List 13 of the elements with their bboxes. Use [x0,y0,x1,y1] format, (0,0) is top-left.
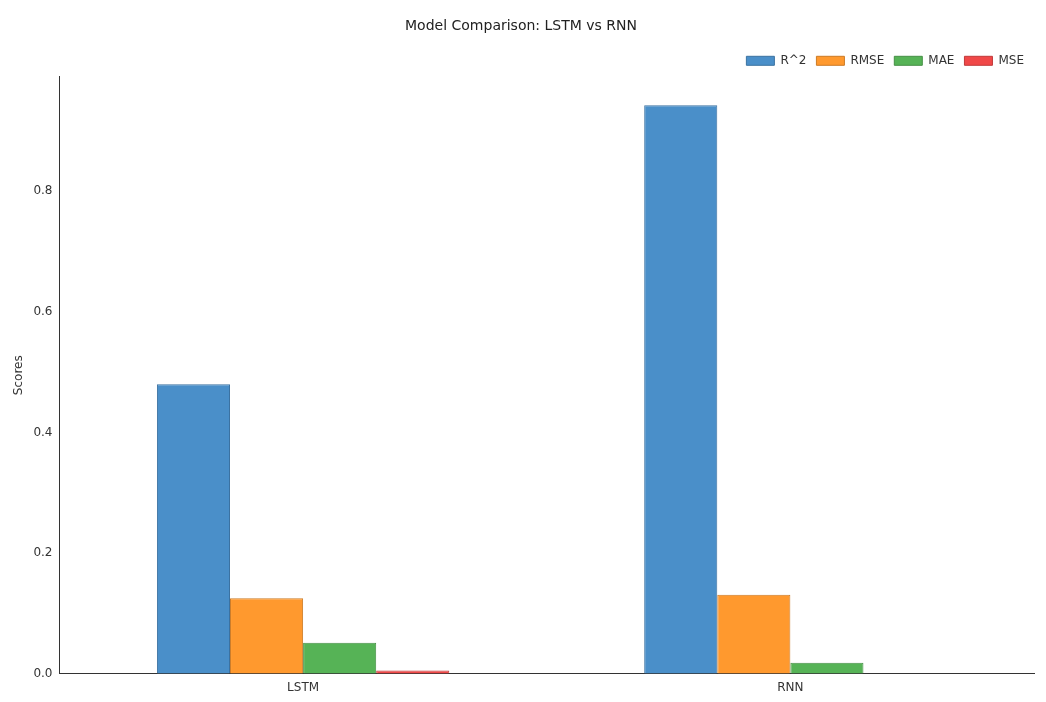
x-tick-label: LSTM [287,679,320,694]
legend-label: RMSE [850,52,885,67]
x-tick-label: RNN [777,679,804,694]
y-axis-title: Scores [11,355,26,396]
y-tick-label: 0.4 [33,424,53,439]
y-tick-label: 0.8 [33,183,53,198]
legend-label: MAE [928,52,955,67]
y-tick-label: 0.6 [33,304,53,319]
chart-title: Model Comparison: LSTM vs RNN [405,17,637,34]
legend-label: R^2 [780,52,807,67]
y-tick-label: 0.2 [33,545,53,560]
legend-label: MSE [998,52,1025,67]
y-tick-label: 0.0 [33,665,53,680]
